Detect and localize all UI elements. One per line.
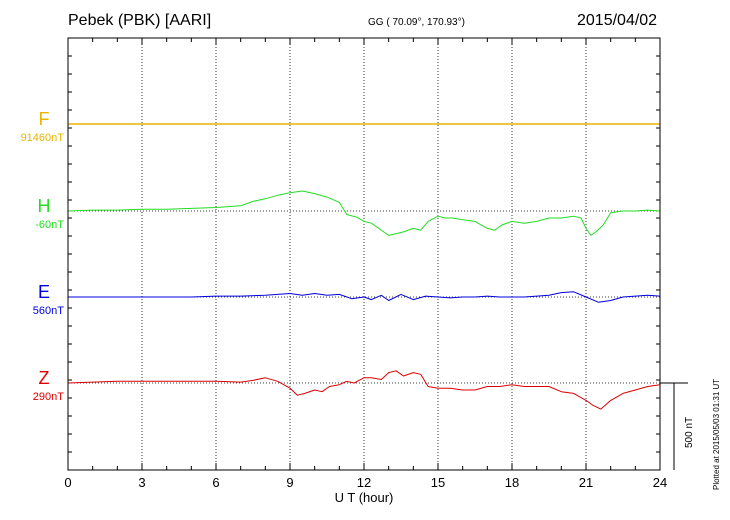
x-tick-label: 24	[653, 475, 667, 490]
x-tick-label: 15	[431, 475, 445, 490]
x-tick-label: 21	[579, 475, 593, 490]
x-tick-label: 12	[357, 475, 371, 490]
component-label-F: F	[39, 109, 50, 129]
axis-labels: U T (hour) 0 3 6 9 12 15 18 21 24	[64, 475, 667, 505]
station-title: Pebek (PBK) [AARI]	[68, 12, 212, 29]
baseline-value-F: 91460nT	[21, 132, 65, 144]
series-Z-line	[67, 370, 661, 410]
data-series	[67, 123, 661, 410]
baseline-value-Z: 290nT	[33, 391, 64, 403]
component-labels: F 91460nT H -60nT E 560nT Z 290nT	[21, 109, 65, 403]
series-E-line	[68, 291, 661, 303]
geographic-coords: GG ( 70.09°, 170.93°)	[368, 17, 465, 28]
scale-bar-label: 500 nT	[684, 417, 695, 448]
component-label-Z: Z	[39, 368, 50, 388]
grid-lines	[141, 38, 587, 470]
series-H-line	[67, 190, 661, 236]
baseline-value-E: 560nT	[33, 305, 64, 317]
baseline-value-H: -60nT	[35, 219, 64, 231]
x-tick-label: 0	[64, 475, 71, 490]
axis-ticks	[67, 38, 661, 470]
x-tick-label: 9	[286, 475, 293, 490]
x-tick-label: 3	[138, 475, 145, 490]
plot-date: 2015/04/02	[577, 12, 658, 29]
component-label-E: E	[38, 282, 50, 302]
scale-bar: 500 nT	[660, 382, 695, 470]
x-axis-title: U T (hour)	[335, 490, 394, 505]
component-label-H: H	[38, 196, 51, 216]
x-tick-label: 18	[505, 475, 519, 490]
x-tick-label: 6	[212, 475, 219, 490]
plotted-timestamp: Plotted at 2015/05/03 01:31 UT	[712, 378, 721, 490]
